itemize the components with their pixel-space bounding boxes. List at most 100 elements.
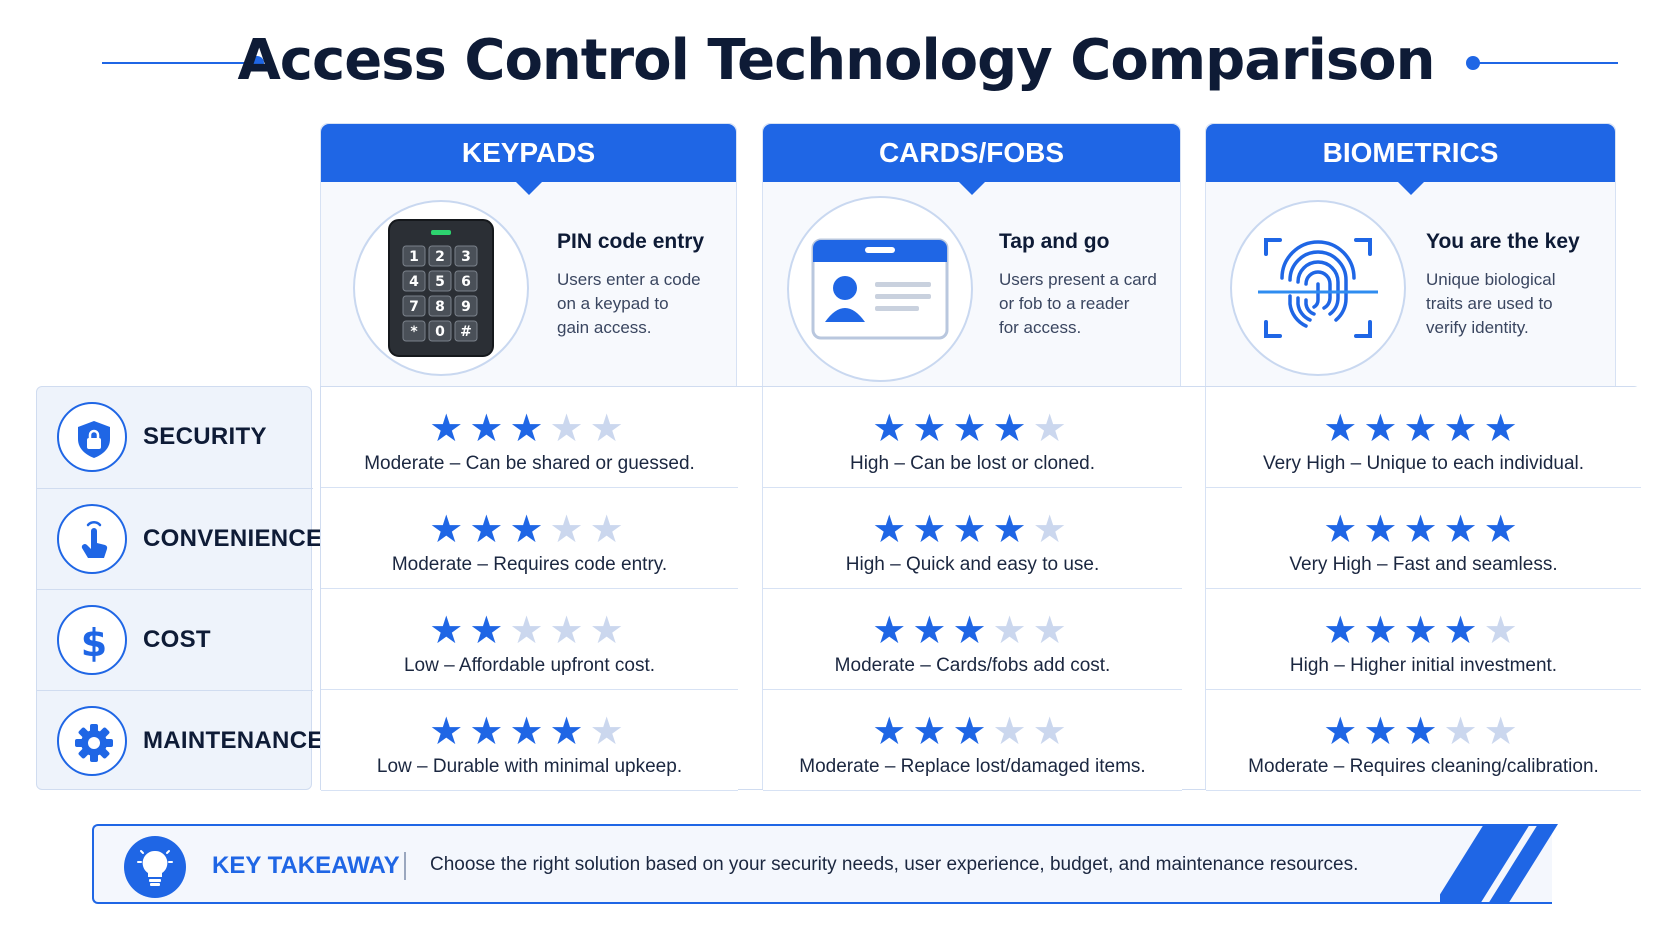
shield-lock-icon bbox=[57, 402, 127, 472]
keypad-key bbox=[402, 295, 426, 317]
star-filled-icon: ★ bbox=[429, 509, 470, 551]
star-filled-icon: ★ bbox=[509, 408, 550, 450]
keypad-key-label: 4 bbox=[409, 274, 419, 290]
rating-cell-security-biometrics: ★★★★★ Very High – Unique to each individu… bbox=[1206, 387, 1641, 488]
hero-description-biometrics: Unique biological traits are used to ver… bbox=[1426, 268, 1626, 340]
criterion-convenience: CONVENIENCE bbox=[37, 488, 322, 589]
rating-cell-convenience-cards-fobs: ★★★★★ High – Quick and easy to use. bbox=[763, 488, 1182, 589]
rating-cell-cost-keypads: ★★★★★ Low – Affordable upfront cost. bbox=[321, 589, 738, 690]
rating-text: Moderate – Requires cleaning/calibration… bbox=[1248, 756, 1599, 777]
star-filled-icon: ★ bbox=[1483, 408, 1524, 450]
star-empty-icon: ★ bbox=[1443, 711, 1484, 753]
keypad-key bbox=[402, 270, 426, 292]
star-filled-icon: ★ bbox=[1323, 610, 1364, 652]
hero-text-biometrics: You are the key Unique biological traits… bbox=[1426, 230, 1626, 340]
rating-cell-cost-cards-fobs: ★★★★★ Moderate – Cards/fobs add cost. bbox=[763, 589, 1182, 690]
star-rating: ★★★★★ bbox=[763, 409, 1182, 449]
star-filled-icon: ★ bbox=[1363, 610, 1404, 652]
keypad-key-label: 2 bbox=[435, 249, 445, 265]
rating-text: High – Can be lost or cloned. bbox=[849, 453, 1096, 474]
star-empty-icon: ★ bbox=[549, 509, 590, 551]
column-header-keypads: KEYPADS bbox=[321, 124, 736, 195]
description-line: gain access. bbox=[557, 318, 652, 337]
star-filled-icon: ★ bbox=[469, 711, 510, 753]
star-rating: ★★★★★ bbox=[1206, 409, 1641, 449]
star-empty-icon: ★ bbox=[549, 610, 590, 652]
hero-circle-keypads: 1 2 3 4 5 6 7 8 9 * 0 # bbox=[353, 200, 529, 376]
title-row: Access Control Technology Comparison bbox=[0, 18, 1672, 108]
star-rating: ★★★★★ bbox=[763, 712, 1182, 752]
star-empty-icon: ★ bbox=[589, 509, 630, 551]
star-filled-icon: ★ bbox=[912, 610, 953, 652]
fingerprint-icon bbox=[1258, 238, 1378, 338]
description-line: Unique biological bbox=[1426, 270, 1556, 289]
rating-text: Moderate – Can be shared or guessed. bbox=[364, 453, 695, 474]
star-filled-icon: ★ bbox=[1443, 509, 1484, 551]
criterion-label: SECURITY bbox=[143, 423, 267, 450]
keypad-key-label: # bbox=[460, 324, 472, 340]
criterion-label: COST bbox=[143, 626, 211, 653]
keypad-key bbox=[402, 245, 426, 267]
hero-biometrics: You are the key Unique biological traits… bbox=[1206, 182, 1615, 387]
page-title: Access Control Technology Comparison bbox=[237, 28, 1435, 93]
hero-text-cards-fobs: Tap and go Users present a card or fob t… bbox=[999, 230, 1199, 340]
criterion-label: MAINTENANCE bbox=[143, 727, 324, 754]
keypad-key bbox=[402, 320, 426, 342]
star-filled-icon: ★ bbox=[1323, 408, 1364, 450]
column-header-cards-fobs: CARDS/FOBS bbox=[763, 124, 1180, 195]
keypad-key bbox=[428, 270, 452, 292]
tap-hand-icon bbox=[57, 504, 127, 574]
gear-icon bbox=[57, 706, 127, 776]
star-filled-icon: ★ bbox=[549, 711, 590, 753]
keypad-icon: 1 2 3 4 5 6 7 8 9 * 0 # bbox=[388, 219, 494, 357]
rating-text: Low – Affordable upfront cost. bbox=[403, 655, 656, 676]
rating-cell-maintenance-cards-fobs: ★★★★★ Moderate – Replace lost/damaged ite… bbox=[763, 690, 1182, 791]
star-filled-icon: ★ bbox=[429, 711, 470, 753]
description-line: Users present a card bbox=[999, 270, 1157, 289]
keypad-key-label: 8 bbox=[435, 299, 445, 315]
criterion-cost: $ COST bbox=[37, 589, 313, 690]
hero-description-cards-fobs: Users present a card or fob to a reader … bbox=[999, 268, 1199, 340]
takeaway-box: KEY TAKEAWAY Choose the right solution b… bbox=[92, 824, 1552, 904]
keypad-key bbox=[454, 320, 478, 342]
star-filled-icon: ★ bbox=[992, 408, 1033, 450]
star-empty-icon: ★ bbox=[549, 408, 590, 450]
hero-title-keypads: PIN code entry bbox=[557, 230, 705, 253]
star-empty-icon: ★ bbox=[1483, 711, 1524, 753]
star-empty-icon: ★ bbox=[992, 610, 1033, 652]
star-filled-icon: ★ bbox=[872, 509, 913, 551]
keypad-key bbox=[428, 295, 452, 317]
star-filled-icon: ★ bbox=[509, 509, 550, 551]
star-filled-icon: ★ bbox=[1483, 509, 1524, 551]
star-rating: ★★★★★ bbox=[321, 409, 738, 449]
description-line: for access. bbox=[999, 318, 1082, 337]
star-empty-icon: ★ bbox=[1032, 408, 1073, 450]
lightbulb-icon bbox=[124, 836, 186, 898]
hero-keypads: 1 2 3 4 5 6 7 8 9 * 0 # PIN code entry Users enter … bbox=[321, 182, 736, 387]
star-empty-icon: ★ bbox=[589, 610, 630, 652]
keypad-key-label: 0 bbox=[435, 324, 445, 340]
criterion-label: CONVENIENCE bbox=[143, 525, 323, 552]
star-empty-icon: ★ bbox=[589, 408, 630, 450]
hero-cards-fobs: Tap and go Users present a card or fob t… bbox=[763, 182, 1180, 387]
keypad-key bbox=[454, 295, 478, 317]
rating-text: Low – Durable with minimal upkeep. bbox=[376, 756, 683, 777]
star-empty-icon: ★ bbox=[992, 711, 1033, 753]
title-dot-right bbox=[1466, 56, 1480, 70]
keypad-key-label: 6 bbox=[461, 274, 471, 290]
key-takeaway-banner: KEY TAKEAWAY Choose the right solution b… bbox=[92, 824, 1558, 904]
keypad-key bbox=[454, 270, 478, 292]
hero-title-cards-fobs: Tap and go bbox=[999, 230, 1110, 253]
description-line: or fob to a reader bbox=[999, 294, 1130, 313]
decorative-stripes bbox=[1440, 824, 1558, 904]
star-filled-icon: ★ bbox=[509, 711, 550, 753]
keypad-key-label: 9 bbox=[461, 299, 471, 315]
rating-cell-security-cards-fobs: ★★★★★ High – Can be lost or cloned. bbox=[763, 387, 1182, 488]
rating-cell-security-keypads: ★★★★★ Moderate – Can be shared or guessed… bbox=[321, 387, 738, 488]
takeaway-separator bbox=[404, 852, 406, 880]
star-empty-icon: ★ bbox=[1483, 610, 1524, 652]
keypad-key-label: 7 bbox=[409, 299, 419, 315]
rating-grid: ★★★★★ Moderate – Can be shared or guessed… bbox=[320, 386, 1641, 791]
dollar-icon: $ bbox=[57, 605, 127, 675]
criterion-maintenance: MAINTENANCE bbox=[37, 690, 323, 791]
